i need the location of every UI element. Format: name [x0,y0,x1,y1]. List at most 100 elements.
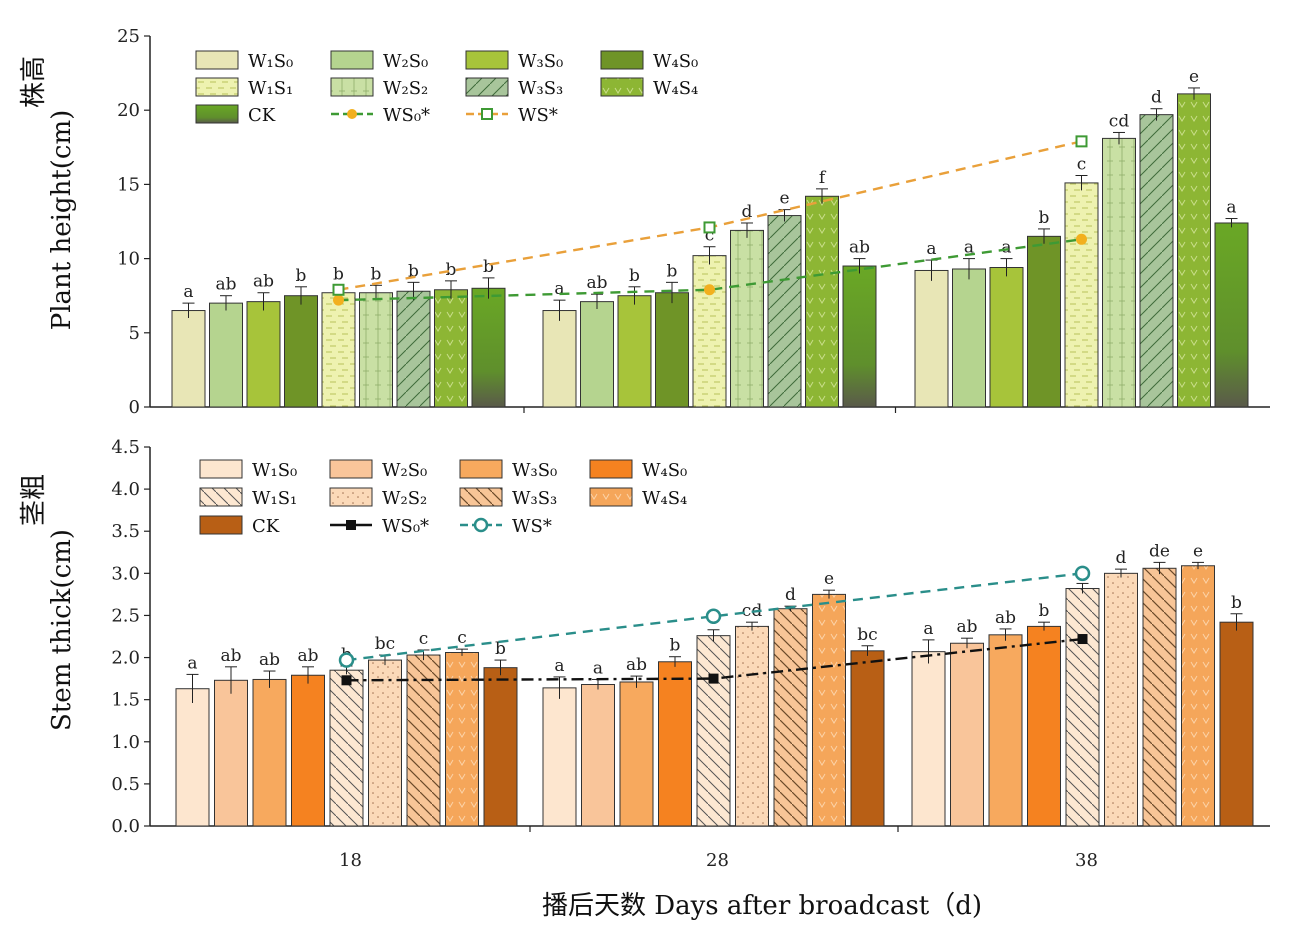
y-axis-title: Plant height(cm) [47,110,77,331]
bar [209,302,243,408]
bar [406,654,441,827]
significance-letter: b [495,639,506,659]
bar [1177,93,1211,408]
y-tick-label: 0.0 [111,816,140,837]
line-marker [1077,634,1088,645]
legend-label: W₁S₀ [252,460,297,481]
x-tick-label: 18 [339,850,362,871]
legend-label: W₃S₃ [518,78,563,99]
legend-label: W₃S₃ [512,488,557,509]
bar [434,289,468,408]
y-tick-label: 3.0 [111,563,140,584]
bar [542,310,577,408]
y-tick-label: 15 [117,174,140,195]
significance-letter: a [1226,198,1236,218]
legend-swatch [199,459,243,479]
significance-letter: a [964,238,974,258]
bar [581,684,615,827]
significance-letter: b [333,264,344,284]
significance-letter: b [483,257,494,277]
significance-letter: b [371,264,382,284]
y-tick-label: 0.5 [111,774,140,795]
bar [214,679,248,827]
significance-letter: ab [626,655,647,675]
bar [284,295,318,408]
legend-swatch [199,487,243,507]
bar [1139,114,1174,408]
significance-letter: ab [215,275,236,295]
bar [580,301,614,408]
legend-swatch [465,77,509,97]
bar [171,310,206,408]
legend-label: W₄S₀ [642,460,687,481]
bar [730,229,764,408]
legend-label: W₄S₄ [642,488,687,509]
legend-swatch [465,50,509,70]
legend-swatch [330,50,374,70]
significance-letter: d [1116,548,1127,568]
bar [952,268,986,408]
significance-letter: ab [253,272,274,292]
bar [658,661,692,827]
line-marker [332,283,345,296]
bar [483,667,518,827]
significance-letter: ab [956,617,977,637]
legend-swatch [195,50,239,70]
legend-swatch [199,515,243,535]
significance-letter: a [187,653,197,673]
y-tick-label: 1.5 [111,690,140,711]
line-marker [703,221,716,234]
legend-label: WS₀* [382,516,429,537]
legend-marker [473,517,489,533]
legend-label: W₁S₁ [252,488,297,509]
bar [252,678,287,827]
legend-swatch [459,487,503,507]
significance-letter: b [296,266,307,286]
line-marker [1075,135,1088,148]
significance-letter: ab [297,646,318,666]
significance-letter: a [554,279,564,299]
significance-letter: ab [259,650,280,670]
bar [812,593,846,827]
significance-letter: b [629,266,640,286]
line-marker [1076,233,1087,245]
bar [950,642,984,827]
y-tick-label: 4.5 [111,437,140,458]
significance-letter: b [1231,593,1242,613]
legend-swatch [195,104,239,124]
bar [368,659,402,827]
x-axis-title: 播后天数 Days after broadcast（d) [542,891,982,921]
legend-label: W₃S₀ [512,460,557,481]
y-axis-title-cn: 株高 [19,56,49,108]
x-tick-label: 38 [1075,850,1098,871]
bar [1027,625,1061,827]
legend-marker [346,520,356,530]
legend-label: WS₀* [383,105,430,126]
bar [692,255,727,408]
bar [291,674,325,827]
y-tick-label: 10 [117,249,140,270]
legend-label: W₂S₂ [383,78,428,99]
bar [850,650,885,827]
significance-letter: e [1193,541,1203,561]
significance-letter: d [785,585,796,605]
bar [988,634,1023,827]
legend-swatch [589,487,633,507]
stem-thick-panel: 0.0 0.5 1.0 1.5 2.0 2.5 3.0 3.5 4.0 4.5 18 28 38 Stem… [19,437,1270,871]
bar [175,688,210,827]
legend-swatch [600,77,644,97]
y-axis-title-cn: 茎粗 [19,474,49,526]
legend-label: WS* [512,516,552,537]
significance-letter: ab [586,273,607,293]
significance-letter: bc [857,625,877,645]
y-tick-label: 1.0 [111,732,140,753]
bar [1142,567,1177,827]
bar [1219,621,1254,827]
y-axis-title: Stem thick(cm) [47,529,77,731]
bar [1104,572,1138,827]
significance-letter: cd [1109,111,1130,131]
significance-letter: e [1189,67,1199,87]
line-marker [708,673,719,684]
line-marker [705,608,722,625]
